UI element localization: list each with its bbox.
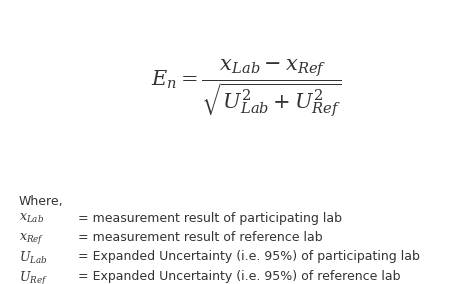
Text: = measurement result of participating lab: = measurement result of participating la… [78, 212, 342, 225]
Text: Where,: Where, [19, 195, 64, 208]
Text: $E_n = \dfrac{x_{Lab} - x_{Ref}}{\sqrt{U_{Lab}^2 + U_{Ref}^2}}$: $E_n = \dfrac{x_{Lab} - x_{Ref}}{\sqrt{U… [151, 57, 342, 119]
Text: = Expanded Uncertainty (i.e. 95%) of participating lab: = Expanded Uncertainty (i.e. 95%) of par… [78, 250, 420, 263]
Text: $x_{Ref}$: $x_{Ref}$ [19, 231, 44, 246]
Text: $x_{Lab}$: $x_{Lab}$ [19, 212, 44, 225]
Text: = Expanded Uncertainty (i.e. 95%) of reference lab: = Expanded Uncertainty (i.e. 95%) of ref… [78, 270, 401, 283]
Text: = measurement result of reference lab: = measurement result of reference lab [78, 231, 323, 244]
Text: $U_{Lab}$: $U_{Lab}$ [19, 250, 47, 266]
Text: $U_{Ref}$: $U_{Ref}$ [19, 270, 48, 284]
